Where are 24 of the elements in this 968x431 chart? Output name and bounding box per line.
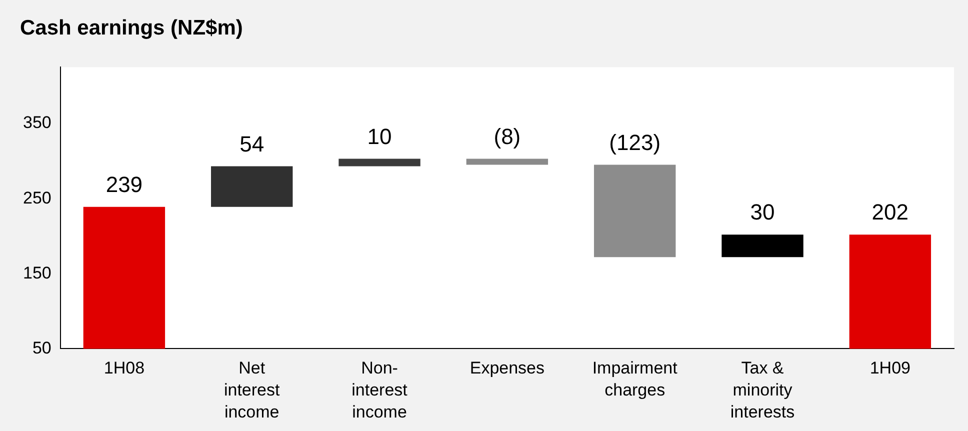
x-tick-label: 1H09 <box>870 358 910 378</box>
x-tick-label: 1H08 <box>104 358 145 378</box>
data-label: 202 <box>872 200 909 225</box>
bar <box>211 166 293 207</box>
data-label: (123) <box>609 130 661 155</box>
y-tick-label: 50 <box>32 338 52 358</box>
bar <box>338 158 420 166</box>
y-tick-label: 150 <box>22 263 52 282</box>
y-tick-label: 250 <box>22 188 52 208</box>
data-label: (8) <box>494 124 521 149</box>
data-label: 239 <box>106 172 143 197</box>
chart-title: Cash earnings (NZ$m) <box>20 16 243 40</box>
x-tick-label: Non-interest income <box>352 358 408 422</box>
data-label: 54 <box>240 131 264 156</box>
bar <box>722 234 804 258</box>
data-label: 30 <box>750 200 775 225</box>
bar <box>594 164 676 258</box>
data-label: 10 <box>367 124 392 149</box>
x-tick-label: Net interest income <box>224 358 280 422</box>
bar <box>466 158 548 165</box>
x-tick-label: Impairment charges <box>592 358 678 400</box>
x-tick-label: Expenses <box>470 358 545 378</box>
y-tick-label: 350 <box>22 113 52 132</box>
x-tick-label: Tax & minority interests <box>730 358 795 422</box>
